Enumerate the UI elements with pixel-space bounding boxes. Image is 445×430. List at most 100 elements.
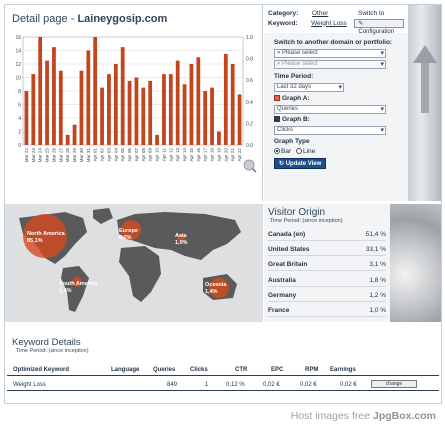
y-right-tick-label: 0.6 xyxy=(246,78,253,84)
cell-keyword: Weight Loss xyxy=(13,382,46,388)
visitor-row: France 1,0 % xyxy=(268,305,386,317)
col-queries: Queries xyxy=(153,367,176,373)
keyword-details-subtitle: Time Period: (since inception) xyxy=(16,348,89,354)
visitor-row: Australia 1,8 % xyxy=(268,275,386,287)
x-tick-label: Apr 14 xyxy=(182,148,187,162)
visitor-country: France xyxy=(268,307,290,314)
bar xyxy=(120,47,125,145)
graph-a-checkbox[interactable] xyxy=(274,95,280,101)
y-left-tick-label: 8 xyxy=(18,89,21,95)
bar xyxy=(72,124,77,145)
bar-radio[interactable] xyxy=(274,148,280,154)
visitor-origin-title: Visitor Origin xyxy=(268,207,326,218)
portfolio-select[interactable]: » Please select xyxy=(274,60,386,69)
update-view-button[interactable]: ↻ Update View xyxy=(274,158,327,169)
keyword-table-header: Optimized Keyword Language Queries Click… xyxy=(7,366,439,376)
col-clicks: Clicks xyxy=(190,367,208,373)
category-label: Category: xyxy=(268,9,299,17)
x-tick-label: Apr 13 xyxy=(175,148,180,162)
bar xyxy=(223,53,228,145)
y-right-tick-label: 0.2 xyxy=(246,121,253,127)
col-language: Language xyxy=(111,367,140,373)
visitor-row: Great Britain 3,1 % xyxy=(268,259,386,271)
keyword-details-panel: Keyword Details Time Period: (since ince… xyxy=(5,325,441,403)
bar xyxy=(127,80,132,145)
map-label-name: Asia xyxy=(175,233,188,239)
map-label-name: North America xyxy=(27,231,66,237)
visitor-pct: 1,2 % xyxy=(369,292,386,299)
bar xyxy=(217,131,221,145)
dashboard-frame: Detail page - Laineygosip.com 0 2 4 6 8 10 12 1… xyxy=(4,4,442,404)
line-radio[interactable] xyxy=(295,148,302,154)
x-tick-label: Apr 19 xyxy=(216,148,221,162)
x-tick-label: Apr 16 xyxy=(196,148,201,162)
bar xyxy=(175,60,180,145)
x-tick-label: Apr 01 xyxy=(93,148,98,162)
change-button[interactable]: change xyxy=(371,380,417,388)
bar xyxy=(58,70,63,145)
col-keyword: Optimized Keyword xyxy=(13,367,70,373)
asia-bubble xyxy=(177,234,185,242)
bar xyxy=(134,77,139,145)
y-right-tick-label: 0.8 xyxy=(246,57,253,63)
visitor-pct: 33,1 % xyxy=(365,246,386,253)
map-label-pct: 1,0% xyxy=(175,240,188,246)
map-label-pct: 1,4% xyxy=(59,288,72,294)
visitor-pct: 1,0 % xyxy=(369,307,386,314)
y-left-tick-label: 10 xyxy=(15,76,21,82)
category-link[interactable]: Other xyxy=(312,9,329,17)
graph-type-heading: Graph Type xyxy=(274,138,310,145)
x-tick-label: Mar 24 xyxy=(38,148,43,163)
switch-to-label: Switch to xyxy=(358,9,385,17)
graph-type-options: Bar Line xyxy=(274,148,408,155)
visitor-origin-subtitle: Time Period: (since inception) xyxy=(270,218,343,224)
visitor-country: Great Britain xyxy=(268,261,308,268)
graph-a-select[interactable]: Queries xyxy=(274,105,386,114)
bar xyxy=(65,134,70,145)
domain-select[interactable]: » Please select xyxy=(274,49,386,58)
page-title-domain: Laineygosip.com xyxy=(77,13,168,25)
graph-b-label: Graph B: xyxy=(282,116,310,123)
bar xyxy=(107,74,111,145)
x-tick-label: Apr 03 xyxy=(106,148,111,162)
x-tick-label: Apr 08 xyxy=(141,148,146,162)
keyword-details-title: Keyword Details xyxy=(12,337,81,348)
col-ctr: CTR xyxy=(235,367,248,373)
cell-ctr: 0,12 % xyxy=(226,382,245,388)
x-tick-label: Apr 12 xyxy=(168,148,173,162)
bar xyxy=(203,91,208,145)
time-period-heading: Time Period: xyxy=(274,73,314,80)
graph-b-checkbox[interactable] xyxy=(274,116,280,122)
x-tick-label: Mar 27 xyxy=(58,148,63,163)
world-map: North America 85,1% Europe 6,2% Asia 1,0… xyxy=(5,204,263,322)
x-tick-label: Mar 30 xyxy=(79,148,84,163)
graph-b-select[interactable]: Clicks xyxy=(274,126,386,135)
visitor-country: United States xyxy=(268,246,310,253)
graph-b-heading: Graph B: xyxy=(274,116,408,124)
y-left-tick-label: 2 xyxy=(18,130,21,136)
zoom-icon[interactable] xyxy=(243,159,255,171)
bar xyxy=(45,60,49,145)
bar-label: Bar xyxy=(281,148,292,155)
bar xyxy=(155,134,159,145)
x-tick-label: Apr 15 xyxy=(189,148,194,162)
y-right-tick-label: 0.0 xyxy=(246,143,253,149)
category-box: Category: Other Switch to Keyword: Weigh… xyxy=(264,5,408,35)
bar xyxy=(210,87,214,145)
cell-queries: 849 xyxy=(167,382,178,388)
keyword-label: Keyword: xyxy=(268,19,298,27)
x-tick-label: Apr 20 xyxy=(223,148,228,162)
map-label-name: Oceania xyxy=(205,282,227,288)
time-period-select[interactable]: Last 32 days xyxy=(274,83,344,92)
visitor-row: United States 33,1 % xyxy=(268,244,386,256)
keyword-link[interactable]: Weight Loss xyxy=(311,19,347,27)
x-tick-label: Mar 26 xyxy=(51,148,56,163)
x-tick-label: Apr 22 xyxy=(237,148,242,162)
africa-shape xyxy=(119,246,161,302)
x-tick-label: Mar 25 xyxy=(45,148,50,163)
control-panel: Category: Other Switch to Keyword: Weigh… xyxy=(264,5,441,201)
configuration-button[interactable]: ✎ Configuration xyxy=(354,18,404,35)
visitor-pct: 1,8 % xyxy=(369,277,386,284)
y-left-tick-label: 16 xyxy=(15,35,21,41)
x-tick-label: Mar 23 xyxy=(31,148,36,163)
